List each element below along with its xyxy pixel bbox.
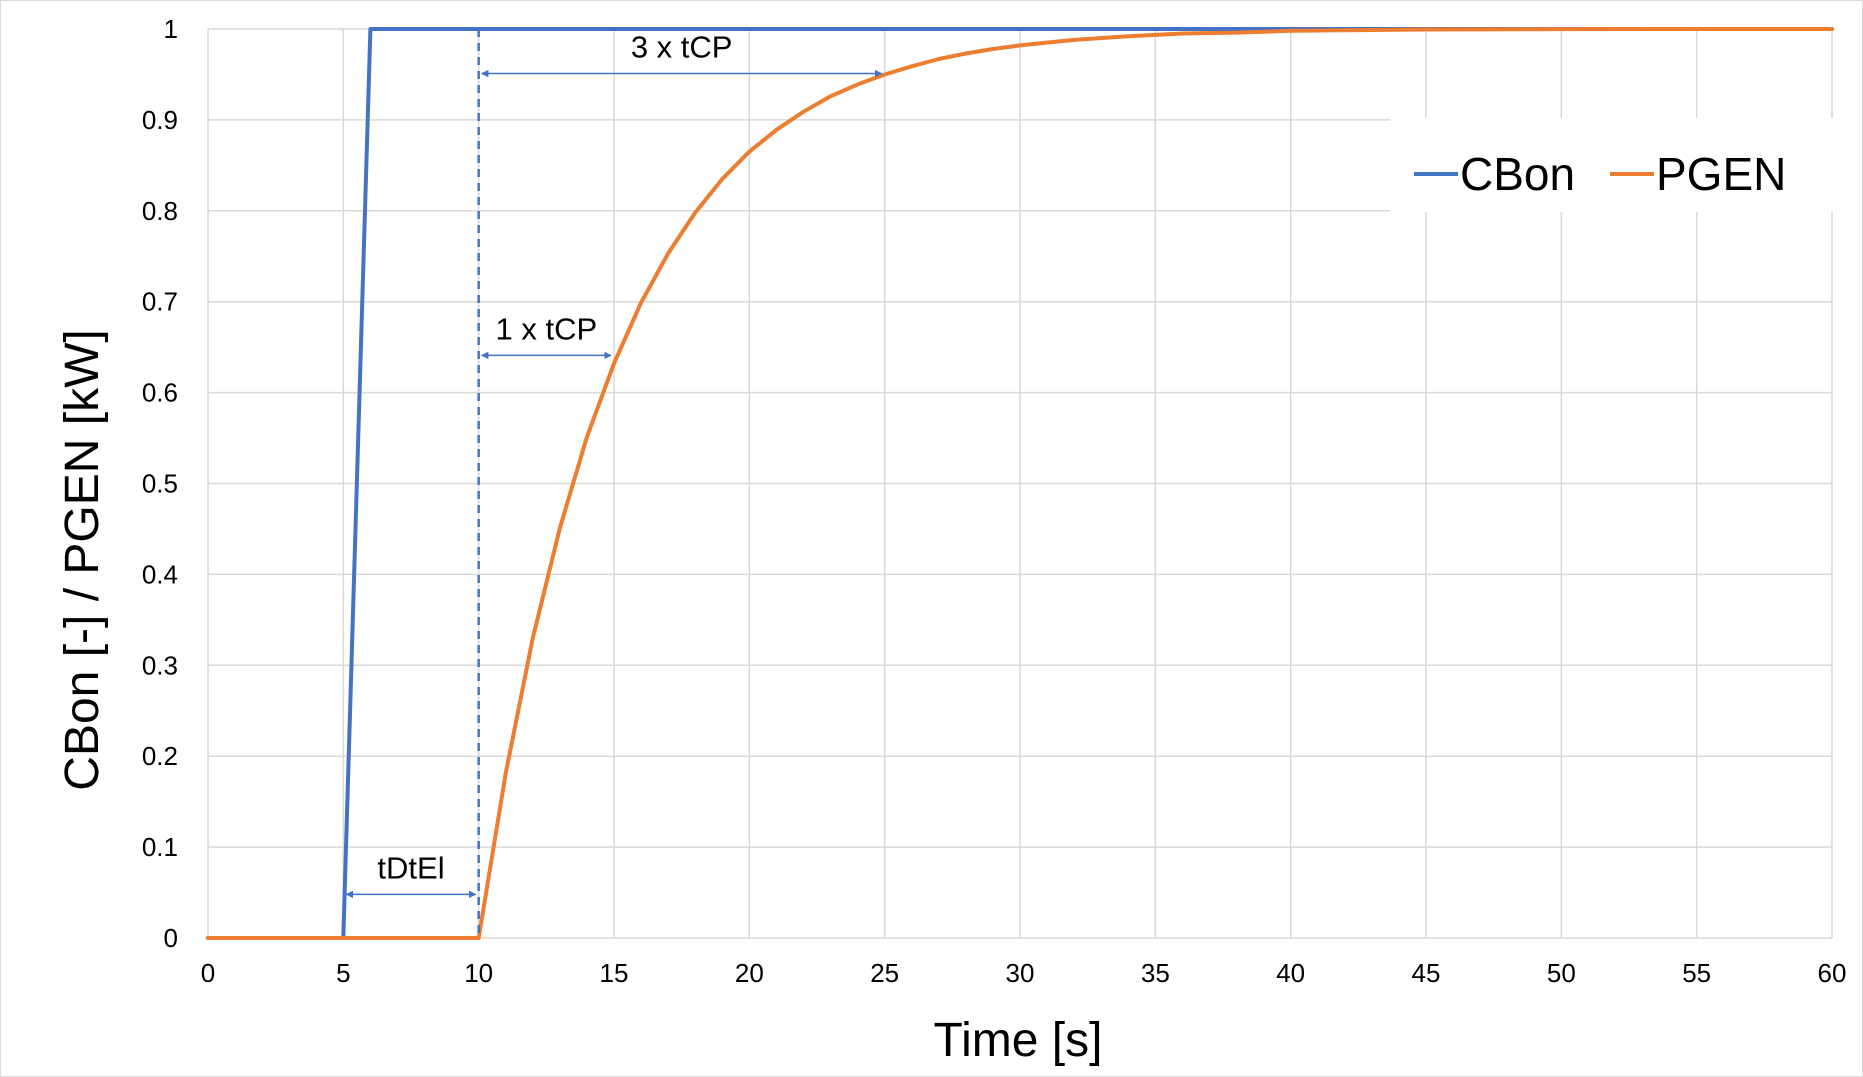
x-tick-label: 45 xyxy=(1412,958,1441,988)
x-tick-label: 55 xyxy=(1682,958,1711,988)
y-tick-label: 0.2 xyxy=(142,741,178,771)
x-tick-label: 40 xyxy=(1276,958,1305,988)
y-axis-title: CBon [-] / PGEN [kW] xyxy=(56,329,109,790)
x-tick-label: 10 xyxy=(464,958,493,988)
annotation-label: 3 x tCP xyxy=(631,30,733,65)
x-axis-title: Time [s] xyxy=(934,1014,1103,1067)
annotation-label: tDtEl xyxy=(377,850,444,885)
x-tick-label: 0 xyxy=(201,958,215,988)
annotation-label: 1 x tCP xyxy=(496,311,598,346)
y-tick-label: 0 xyxy=(164,923,178,953)
legend-label-pgen: PGEN xyxy=(1656,148,1786,200)
legend-label-cbon: CBon xyxy=(1460,148,1575,200)
legend-background xyxy=(1390,118,1835,212)
y-tick-label: 0.6 xyxy=(142,378,178,408)
y-tick-label: 1 xyxy=(164,14,178,44)
y-tick-label: 0.5 xyxy=(142,469,178,499)
series-lines xyxy=(206,27,1834,940)
legend: CBon PGEN xyxy=(1390,118,1835,212)
y-tick-label: 0.9 xyxy=(142,105,178,135)
x-tick-label: 20 xyxy=(735,958,764,988)
x-tick-label: 25 xyxy=(870,958,899,988)
y-axis-tick-labels: 0 0.1 0.2 0.3 0.4 0.5 0.6 0.7 0.8 0.9 1 xyxy=(142,14,178,953)
x-tick-label: 30 xyxy=(1006,958,1035,988)
x-tick-label: 15 xyxy=(600,958,629,988)
x-tick-label: 50 xyxy=(1547,958,1576,988)
series-line-pgen xyxy=(206,27,1834,940)
x-tick-label: 60 xyxy=(1818,958,1847,988)
x-tick-label: 35 xyxy=(1141,958,1170,988)
y-tick-label: 0.7 xyxy=(142,287,178,317)
x-axis-tick-labels: 0 5 10 15 20 25 30 35 40 45 50 55 60 xyxy=(201,958,1847,988)
y-tick-label: 0.4 xyxy=(142,559,178,589)
x-tick-label: 5 xyxy=(336,958,350,988)
y-tick-label: 0.3 xyxy=(142,650,178,680)
annotations: tDtEl 1 x tCP 3 x tCP xyxy=(345,29,883,938)
y-tick-label: 0.1 xyxy=(142,832,178,862)
y-tick-label: 0.8 xyxy=(142,196,178,226)
